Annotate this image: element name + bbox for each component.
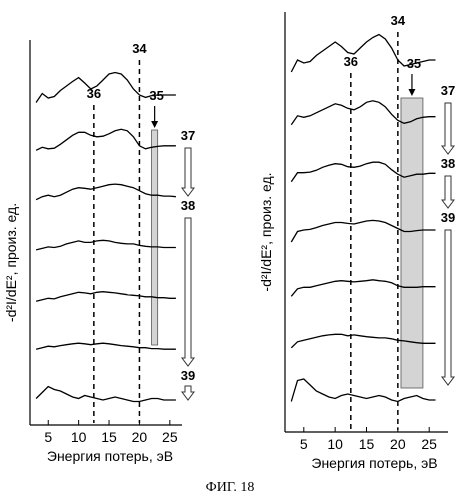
shaded-band xyxy=(151,129,159,346)
dashed-line-label: 36 xyxy=(87,86,101,101)
sequence-arrow xyxy=(181,385,195,401)
sequence-arrow xyxy=(441,175,455,209)
band-arrow-head xyxy=(151,121,159,128)
x-tick-label: 15 xyxy=(101,429,117,445)
y-axis-label: -d²I/dE², произ. ед. xyxy=(258,172,274,291)
shaded-band xyxy=(400,97,424,389)
x-tick-label: 25 xyxy=(162,429,178,445)
series-line xyxy=(35,385,176,403)
dashed-line-label: 34 xyxy=(132,41,147,56)
sequence-arrow xyxy=(441,102,455,155)
series-line xyxy=(290,378,436,403)
series-line xyxy=(290,100,436,126)
x-tick-label: 10 xyxy=(71,429,87,445)
x-tick-label: 25 xyxy=(421,436,437,452)
series-line xyxy=(290,33,436,73)
sequence-label: 39 xyxy=(441,210,455,225)
sequence-arrow xyxy=(441,229,455,386)
dashed-line-label: 34 xyxy=(391,13,406,28)
figure-caption: ФИГ. 18 xyxy=(0,478,460,496)
sequence-label: 37 xyxy=(181,128,195,143)
series-line xyxy=(35,183,176,201)
x-axis-label: Энергия потерь, эВ xyxy=(47,448,173,464)
band-arrow-head xyxy=(408,89,416,96)
series-line xyxy=(290,279,436,297)
series-line xyxy=(290,333,436,349)
series-line xyxy=(290,219,436,243)
x-axis-label: Энергия потерь, эВ xyxy=(311,455,437,471)
series-line xyxy=(35,342,176,350)
series-line xyxy=(290,161,436,183)
caption-text: ФИГ. 18 xyxy=(205,480,255,495)
y-axis-label: -d²I/dE², произ. ед. xyxy=(3,203,19,322)
x-tick-label: 20 xyxy=(132,429,148,445)
series-line xyxy=(35,71,176,103)
series-line xyxy=(35,291,176,302)
x-tick-label: 10 xyxy=(327,436,343,452)
series-line xyxy=(35,128,176,151)
sequence-label: 37 xyxy=(441,83,455,98)
sequence-arrow xyxy=(181,217,195,367)
x-tick-label: 5 xyxy=(44,429,52,445)
sequence-arrow xyxy=(181,147,195,197)
x-tick-label: 20 xyxy=(390,436,406,452)
sequence-label: 38 xyxy=(441,156,455,171)
sequence-label: 39 xyxy=(181,368,195,383)
x-tick-label: 15 xyxy=(359,436,375,452)
series-line xyxy=(35,239,176,251)
dashed-line-label: 36 xyxy=(344,54,358,69)
x-tick-label: 5 xyxy=(300,436,308,452)
sequence-label: 38 xyxy=(181,198,195,213)
